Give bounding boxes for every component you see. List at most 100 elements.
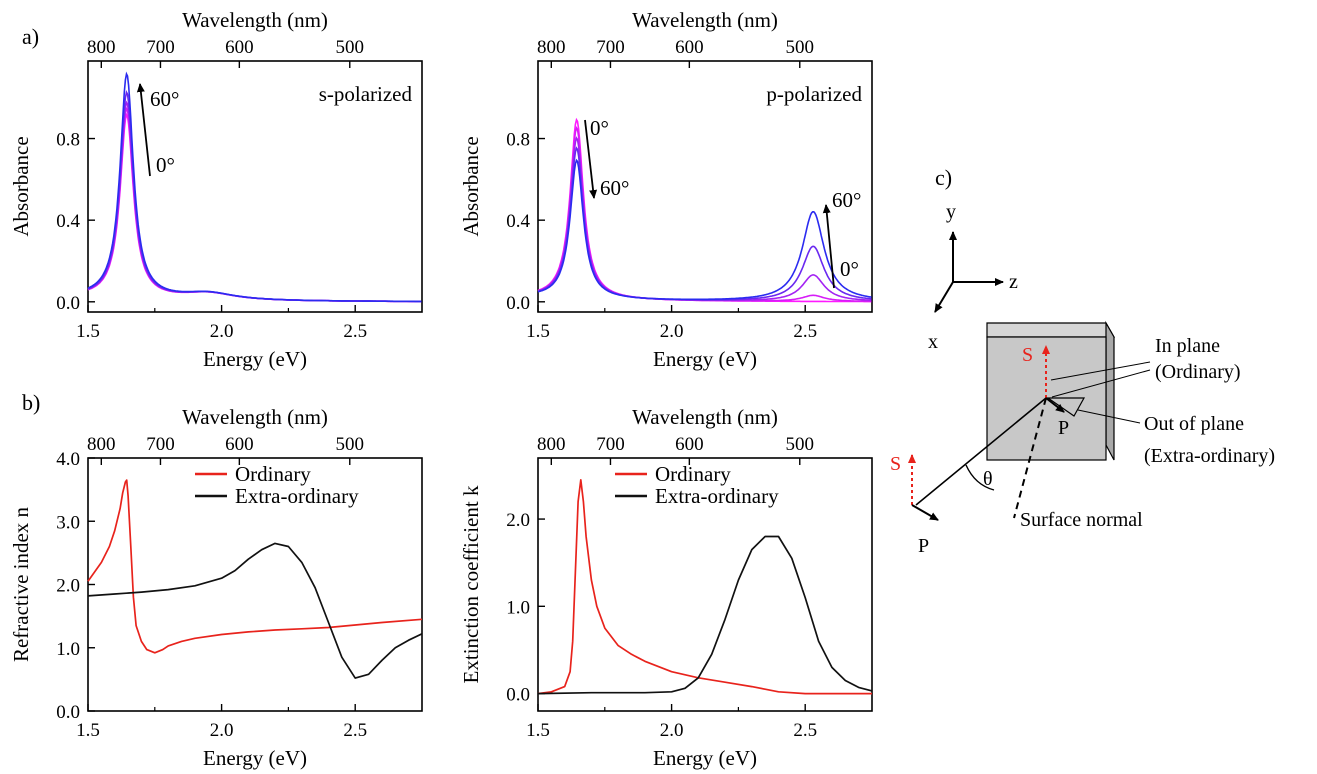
x-axis-label: Energy (eV) xyxy=(203,746,307,770)
x2-tick-label: 700 xyxy=(146,434,175,455)
x2-tick-label: 800 xyxy=(537,37,566,58)
p-label-outside: P xyxy=(918,535,929,557)
x2-axis-label: Wavelength (nm) xyxy=(182,8,328,32)
series-line xyxy=(87,71,422,303)
angle2-start-label: 0° xyxy=(840,257,859,281)
legend-label: Ordinary xyxy=(655,462,731,486)
series-line xyxy=(537,158,872,301)
y-tick-label: 4.0 xyxy=(56,449,80,470)
x-tick-label: 1.5 xyxy=(76,321,100,342)
x2-axis-label: Wavelength (nm) xyxy=(632,405,778,429)
incident-beam xyxy=(915,397,1047,506)
series-line xyxy=(87,112,422,303)
legend-label: Ordinary xyxy=(235,462,311,486)
orientation-diagram: y z x S P θ S P In plane (Ordinary) Out xyxy=(890,201,1275,557)
polarization-label: p-polarized xyxy=(766,82,862,106)
y-tick-label: 1.0 xyxy=(506,597,530,618)
angle-start-label: 0° xyxy=(156,153,175,177)
chart-absorbance-p: 1.5 2.0 2.5 0.0 0.4 0.8 800 700 600 500 Energy (eV… xyxy=(459,8,873,371)
y-tick-label: 3.0 xyxy=(56,512,80,533)
series-line xyxy=(537,136,872,302)
chart-refractive-index: 1.5 2.0 2.5 0.0 1.0 2.0 3.0 4.0 800 700 600 500 Ener… xyxy=(9,405,423,770)
theta-label: θ xyxy=(983,468,993,490)
legend-label: Extra-ordinary xyxy=(235,484,359,508)
y-tick-label: 0.4 xyxy=(56,211,80,232)
s-label-outside: S xyxy=(890,453,901,475)
angle-arrow-1 xyxy=(584,119,598,199)
y-tick-label: 2.0 xyxy=(506,510,530,531)
x2-tick-label: 800 xyxy=(87,37,116,58)
y-tick-label: 0.4 xyxy=(506,211,530,232)
x2-tick-label: 600 xyxy=(675,37,704,58)
x-axis-label: Energy (eV) xyxy=(653,746,757,770)
s-label-inside: S xyxy=(1022,344,1033,366)
p-arrow-outside xyxy=(911,504,939,521)
out-of-plane-label: Out of plane xyxy=(1144,413,1244,435)
surface-normal-label: Surface normal xyxy=(1020,509,1143,531)
x2-axis-label: Wavelength (nm) xyxy=(632,8,778,32)
p-label-inside: P xyxy=(1058,417,1069,439)
y-tick-label: 1.0 xyxy=(56,639,80,660)
y-tick-label: 2.0 xyxy=(56,576,80,597)
axis-y-label: y xyxy=(946,201,956,223)
x-tick-label: 2.0 xyxy=(210,720,234,741)
x2-tick-label: 500 xyxy=(786,434,815,455)
slab-top-face xyxy=(986,322,1116,338)
y-axis-label: Absorbance xyxy=(9,136,33,236)
out-of-plane-marker xyxy=(1046,397,1086,417)
x-tick-label: 1.5 xyxy=(526,321,550,342)
polarization-label: s-polarized xyxy=(319,82,413,106)
x-axis-label: Energy (eV) xyxy=(203,347,307,371)
x-tick-label: 2.5 xyxy=(343,321,367,342)
leader-in-plane-2 xyxy=(1051,369,1151,398)
x-tick-label: 2.5 xyxy=(343,720,367,741)
out-of-plane-sub-label: (Extra-ordinary) xyxy=(1144,445,1275,467)
chart-absorbance-s: 1.5 2.0 2.5 0.0 0.4 0.8 800 700 600 500 Energy (eV… xyxy=(9,8,423,371)
panel-label-b: b) xyxy=(22,390,40,415)
x2-tick-label: 500 xyxy=(336,434,365,455)
y-axis-label: Absorbance xyxy=(459,136,483,236)
series-line xyxy=(87,106,422,303)
x-tick-label: 2.5 xyxy=(793,321,817,342)
leader-out-of-plane xyxy=(1077,409,1141,424)
angle-arrow xyxy=(136,83,151,177)
x2-tick-label: 700 xyxy=(146,37,175,58)
x2-tick-label: 700 xyxy=(596,434,625,455)
y-tick-label: 0.0 xyxy=(56,293,80,314)
y-tick-label: 0.0 xyxy=(506,685,530,706)
y-axis-label: Extinction coefficient k xyxy=(459,485,483,683)
y-tick-label: 0.0 xyxy=(506,293,530,314)
x2-tick-label: 800 xyxy=(87,434,116,455)
x2-tick-label: 500 xyxy=(336,37,365,58)
x-tick-label: 2.0 xyxy=(210,321,234,342)
x-axis-label: Energy (eV) xyxy=(653,347,757,371)
legend-label: Extra-ordinary xyxy=(655,484,779,508)
x-tick-label: 1.5 xyxy=(76,720,100,741)
x2-tick-label: 500 xyxy=(786,37,815,58)
x2-axis-label: Wavelength (nm) xyxy=(182,405,328,429)
in-plane-sub-label: (Ordinary) xyxy=(1155,361,1241,383)
x2-tick-label: 600 xyxy=(225,434,254,455)
slab-side-face xyxy=(1105,320,1115,461)
p-arrow-inside xyxy=(1045,397,1065,413)
x2-tick-label: 600 xyxy=(675,434,704,455)
angle1-end-label: 60° xyxy=(600,176,629,200)
panel-label-c: c) xyxy=(935,165,952,190)
panel-label-a: a) xyxy=(22,24,39,49)
x2-tick-label: 600 xyxy=(225,37,254,58)
series-line xyxy=(87,100,422,303)
series-line-extra-ordinary xyxy=(537,535,873,695)
x-tick-label: 2.5 xyxy=(793,720,817,741)
y-tick-label: 0.8 xyxy=(56,130,80,151)
axis-x-label: x xyxy=(928,331,938,353)
series-line-ordinary xyxy=(87,479,423,654)
series-line-extra-ordinary xyxy=(87,542,423,679)
y-axis-label: Refractive index n xyxy=(9,506,33,662)
series-line-ordinary xyxy=(537,478,872,695)
axis-z-label: z xyxy=(1009,271,1018,293)
x2-tick-label: 800 xyxy=(537,434,566,455)
x-tick-label: 2.0 xyxy=(660,321,684,342)
theta-arc xyxy=(965,464,995,491)
angle2-end-label: 60° xyxy=(832,188,861,212)
